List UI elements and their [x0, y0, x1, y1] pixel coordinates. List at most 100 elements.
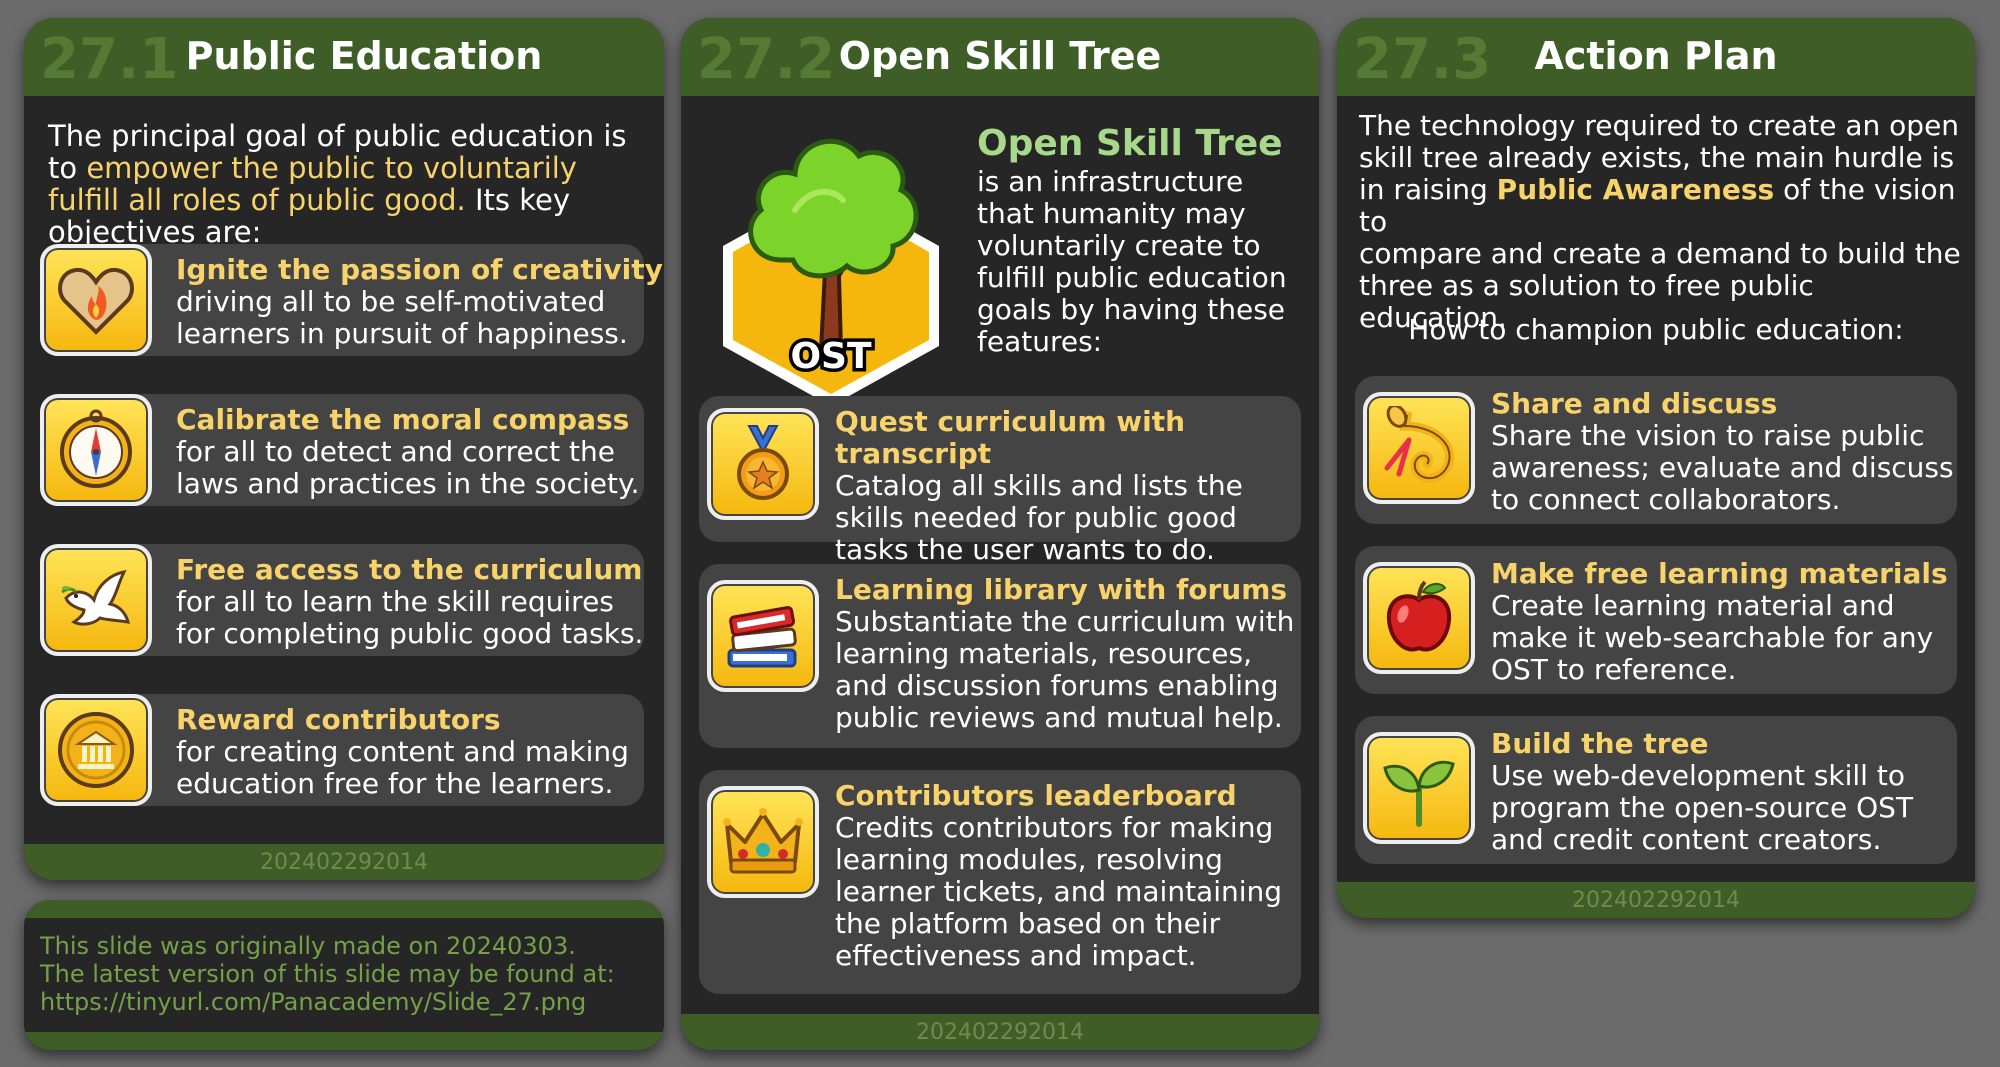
- note-top-band: [24, 900, 664, 918]
- feature-line: public reviews and mutual help.: [835, 701, 1283, 734]
- panel-footer-id: 202402292014: [24, 844, 664, 880]
- note-line: This slide was originally made on 202403…: [40, 932, 576, 960]
- feature-line: and discussion forums enabling: [835, 669, 1279, 702]
- panel-title: Public Education: [185, 34, 543, 78]
- logo-text: OST: [790, 336, 872, 377]
- action-line: Share the vision to raise public: [1491, 419, 1925, 452]
- action-title: Share and discuss: [1491, 387, 1778, 420]
- ost-logo: OST: [711, 110, 951, 406]
- intro-text-end: of the vision to: [1359, 173, 1956, 238]
- feature-line: the platform based on their: [835, 907, 1221, 940]
- heart-flame-icon: [40, 244, 152, 356]
- panel-header: 27.3 Action Plan: [1337, 18, 1975, 96]
- coin-icon: [40, 694, 152, 806]
- objective-title: Reward contributors: [176, 703, 501, 736]
- desc-line: features:: [977, 325, 1103, 358]
- objective-line: for creating content and making: [176, 735, 629, 768]
- panel-title: Open Skill Tree: [838, 34, 1162, 78]
- objective-line: education free for the learners.: [176, 767, 614, 800]
- feature-line: learning materials, resources,: [835, 637, 1252, 670]
- action-line: Create learning material and: [1491, 589, 1895, 622]
- champion-subheading: How to champion public education:: [1408, 313, 1904, 346]
- objective-text: Reward contributors for creating content…: [176, 704, 629, 800]
- intro-text: in raising: [1359, 173, 1497, 206]
- action-line: make it web-searchable for any: [1491, 621, 1934, 654]
- tree-icon: OST: [723, 138, 939, 406]
- objective-title: Ignite the passion of creativity: [176, 253, 663, 286]
- panel-intro: The principal goal of public education i…: [48, 120, 648, 248]
- crown-icon: [707, 786, 819, 898]
- action-title: Make free learning materials: [1491, 557, 1948, 590]
- intro-text-end: Its key objectives are:: [48, 183, 571, 249]
- panel-action-plan: 27.3 Action Plan The technology required…: [1337, 18, 1975, 918]
- action-text: Build the tree Use web-development skill…: [1491, 728, 1913, 856]
- intro-line: in raising Public Awareness of the visio…: [1359, 174, 1969, 238]
- section-number: 27.3: [1353, 27, 1492, 92]
- feature-line: learning modules, resolving: [835, 843, 1223, 876]
- note-bottom-band: [24, 1032, 664, 1050]
- ost-heading: Open Skill Tree: [977, 123, 1283, 164]
- slide-info-text: This slide was originally made on 202403…: [40, 932, 615, 1016]
- desc-line: that humanity may: [977, 197, 1246, 230]
- action-text: Make free learning materials Create lear…: [1491, 558, 1948, 686]
- action-line: to connect collaborators.: [1491, 483, 1841, 516]
- feature-line: learner tickets, and maintaining: [835, 875, 1283, 908]
- objective-text: Calibrate the moral compass for all to d…: [176, 404, 639, 500]
- panel-public-education: 27.1 Public Education The principal goal…: [24, 18, 664, 880]
- intro-text: The principal goal of public education i…: [48, 119, 627, 185]
- action-line: and credit content creators.: [1491, 823, 1882, 856]
- objective-line: learners in pursuit of happiness.: [176, 317, 628, 350]
- feature-line: skills needed for public good: [835, 501, 1237, 534]
- feature-title: Quest curriculum with transcript: [835, 405, 1186, 470]
- objective-line: for all to detect and correct the: [176, 435, 615, 468]
- panel-footer-id: 202402292014: [1337, 882, 1975, 918]
- objective-line: driving all to be self-motivated: [176, 285, 606, 318]
- intro-line: compare and create a demand to build the: [1359, 237, 1961, 270]
- section-number: 27.2: [697, 27, 836, 92]
- action-line: Use web-development skill to: [1491, 759, 1905, 792]
- note-line: The latest version of this slide may be …: [40, 960, 615, 988]
- action-line: awareness; evaluate and discuss: [1491, 451, 1954, 484]
- objective-text: Free access to the curriculum for all to…: [176, 554, 643, 650]
- intro-line: three as a solution to free public educa…: [1359, 269, 1814, 334]
- intro-highlight: Public Awareness: [1496, 173, 1775, 206]
- feature-line: Catalog all skills and lists the: [835, 469, 1243, 502]
- feature-title: Contributors leaderboard: [835, 779, 1237, 812]
- objective-title: Free access to the curriculum: [176, 553, 643, 586]
- compass-icon: [40, 394, 152, 506]
- feature-line: tasks the user wants to do.: [835, 533, 1215, 566]
- desc-line: goals by having these: [977, 293, 1286, 326]
- desc-line: is an infrastructure: [977, 165, 1244, 198]
- ost-description: is an infrastructure that humanity may v…: [977, 166, 1287, 358]
- feature-text: Learning library with forums Substantiat…: [835, 574, 1294, 734]
- section-number: 27.1: [40, 27, 179, 92]
- objective-title: Calibrate the moral compass: [176, 403, 630, 436]
- action-line: program the open-source OST: [1491, 791, 1914, 824]
- slide-info-box: This slide was originally made on 202403…: [24, 900, 664, 1050]
- intro-highlight: empower the public to voluntarily fulfil…: [48, 151, 577, 217]
- feature-text: Contributors leaderboard Credits contrib…: [835, 780, 1282, 972]
- horn-icon: [1363, 392, 1475, 504]
- dove-icon: [40, 544, 152, 656]
- feature-line: Credits contributors for making: [835, 811, 1274, 844]
- panel-header: 27.1 Public Education: [24, 18, 664, 96]
- desc-line: voluntarily create to: [977, 229, 1261, 262]
- feature-line: effectiveness and impact.: [835, 939, 1197, 972]
- books-icon: [707, 580, 819, 692]
- apple-icon: [1363, 562, 1475, 674]
- objective-text: Ignite the passion of creativity driving…: [176, 254, 663, 350]
- desc-line: fulfill public education: [977, 261, 1287, 294]
- feature-title: Learning library with forums: [835, 573, 1288, 606]
- objective-line: laws and practices in the society.: [176, 467, 640, 500]
- panel-intro: The technology required to create an ope…: [1359, 110, 1969, 334]
- panel-title: Action Plan: [1534, 34, 1778, 78]
- panel-footer-id: 202402292014: [681, 1014, 1319, 1050]
- intro-line: skill tree already exists, the main hurd…: [1359, 141, 1955, 174]
- note-link[interactable]: https://tinyurl.com/Panacademy/Slide_27.…: [40, 988, 587, 1016]
- feature-text: Quest curriculum with transcript Catalog…: [835, 406, 1319, 566]
- panel-header: 27.2 Open Skill Tree: [681, 18, 1319, 96]
- panel-open-skill-tree: 27.2 Open Skill Tree OST Open Skill Tree…: [681, 18, 1319, 1050]
- sprout-icon: [1363, 732, 1475, 844]
- action-line: OST to reference.: [1491, 653, 1737, 686]
- intro-line: The technology required to create an ope…: [1359, 109, 1960, 142]
